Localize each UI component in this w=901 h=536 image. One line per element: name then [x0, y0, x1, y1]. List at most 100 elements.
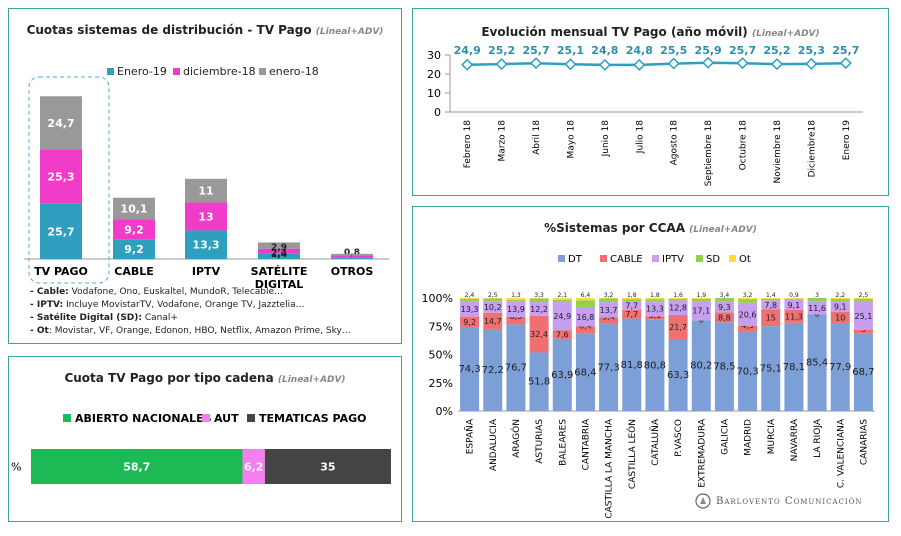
- bar-baleares-iptv: [552, 302, 572, 331]
- ccaa-xlabel-asturias: ASTURIAS: [535, 419, 545, 464]
- evol-xlabel-agosto-18: Agosto 18: [670, 120, 680, 166]
- ytick-0: 0: [434, 106, 441, 119]
- evol-xlabel-octubre-18: Octubre 18: [739, 120, 749, 171]
- value-label-aut: 6,2: [244, 461, 264, 474]
- value-label-castilla-la-mancha-sd: 3,2: [604, 292, 614, 299]
- bar-madrid-cable: [738, 326, 758, 332]
- ccaa-xlabel-p-vasco: P.VASCO: [674, 419, 684, 457]
- ccaa-panel: %Sistemas por CCAA (Lineal+ADV) DT CABLE I…: [412, 206, 889, 522]
- evol-value-abril-18: 25,7: [522, 44, 549, 57]
- bar-canarias-sd: [853, 298, 873, 302]
- bar-galicia-sd: [714, 298, 734, 302]
- legend-label-aut: AUT: [214, 412, 239, 425]
- bar-asturias-sd: [529, 298, 549, 303]
- bar-madrid-iptv: [738, 302, 758, 327]
- value-label-baleares-dt: 63,9: [551, 370, 573, 381]
- value-label-sat-lite-digital-enero-19: 2,4: [271, 250, 287, 260]
- value-label-murcia-dt: 75,1: [760, 364, 782, 375]
- legend-label-iptv: IPTV: [662, 254, 684, 265]
- bar-arag-n-sd: [506, 299, 526, 302]
- ccaa-title: %Sistemas por CCAA (Lineal+ADV): [544, 221, 757, 235]
- category-label-otros: OTROS: [331, 265, 374, 278]
- ytick-2: 50%: [429, 349, 453, 362]
- evol-xlabel-diciembre18: Diciembre18: [807, 120, 817, 178]
- evol-xlabel-junio-18: Junio 18: [601, 120, 611, 158]
- evol-value-marzo-18: 25,2: [488, 44, 515, 57]
- evolucion-title: Evolución mensual TV Pago (año móvil) (L…: [481, 25, 820, 39]
- value-label-espa-a-sd: 2,4: [465, 292, 475, 299]
- bar-catalu-a-dt: [645, 319, 665, 411]
- value-label-madrid-iptv: 20,6: [739, 310, 757, 319]
- evolucion-chart: 0 10 20 30 24,9 Febrero 18 25,2 Marzo 18 25,7 Abr…: [427, 44, 863, 186]
- value-label-galicia-iptv: 9,3: [718, 303, 731, 312]
- value-label-cable-diciembre-18: 9,2: [124, 223, 144, 236]
- bar-castilla-le-n-ot: [622, 298, 642, 300]
- category-label-tv-pago: TV PAGO: [34, 265, 88, 278]
- ccaa-xlabel-galicia: GALICIA: [720, 418, 730, 455]
- value-label-cantabria-dt: 68,4: [574, 367, 596, 378]
- ccaa-xlabel-madrid: MADRID: [744, 419, 754, 456]
- bar-baleares-sd: [552, 299, 572, 303]
- bar-p-vasco-dt: [668, 339, 688, 411]
- category-label-satelite: SATÉLITE: [251, 265, 308, 278]
- value-label-sat-lite-digital-diciembre-18: 2,4: [271, 249, 287, 259]
- bar-canarias-ot: [853, 298, 873, 299]
- value-label-arag-n-sd: 1,3: [511, 292, 521, 299]
- value-label-extremadura-sd: 1,9: [696, 292, 706, 299]
- bar-castilla-la-mancha-sd: [599, 298, 619, 303]
- bar-castilla-le-n-iptv: [622, 301, 642, 310]
- evolucion-panel: Evolución mensual TV Pago (año móvil) (L…: [412, 8, 889, 196]
- note-cable: - Cable: Vodafone, Ono, Euskaltel, Mundo…: [30, 287, 284, 297]
- evol-xlabel-noviembre-18: Noviembre 18: [773, 120, 783, 184]
- value-label-catalu-a-dt: 80,8: [644, 360, 666, 371]
- bar-baleares-cable: [552, 330, 572, 339]
- bar-otros-diciembre-18: [331, 255, 373, 258]
- value-label-espa-a-cable: 9,2: [463, 318, 476, 327]
- tv-pago-highlight: [28, 76, 110, 284]
- bar-espa-a-ot: [460, 298, 480, 299]
- bar-cantabria-iptv: [575, 307, 595, 327]
- bar-asturias-dt: [529, 352, 549, 411]
- bar-c-valenciana-sd: [830, 298, 850, 302]
- ytick-4: 100%: [422, 292, 453, 305]
- bar-extremadura-ot: [691, 298, 711, 299]
- category-label-iptv: IPTV: [192, 265, 221, 278]
- bar-tv-pago-enero-19: [40, 203, 82, 259]
- value-label-abierto-nacionales: 58,7: [123, 461, 150, 474]
- bar-arag-n-dt: [506, 324, 526, 411]
- bar-navarra-cable: [784, 309, 804, 323]
- value-label-murcia-sd: 1,4: [766, 292, 776, 299]
- bar-asturias-iptv: [529, 302, 549, 316]
- bar-aut: [242, 449, 265, 484]
- logo-icon: [695, 493, 711, 509]
- value-label-navarra-sd: 0,9: [789, 292, 799, 299]
- ccaa-xlabel-espa-a: ESPAÑA: [465, 418, 476, 454]
- value-label-la-rioja-iptv: 11,6: [808, 304, 826, 313]
- bar-murcia-sd: [761, 298, 781, 301]
- value-label-castilla-le-n-sd: 1,8: [627, 292, 637, 299]
- bar-cantabria-cable: [575, 326, 595, 334]
- legend-label-enero-19: Enero-19: [117, 65, 167, 78]
- ytick-20: 20: [427, 68, 441, 81]
- evol-xlabel-marzo-18: Marzo 18: [498, 120, 508, 162]
- bar-tv-pago-diciembre-18: [40, 149, 82, 204]
- value-label-c-valenciana-iptv: 9,1: [834, 303, 847, 312]
- evol-point-septiembre-18: [702, 56, 715, 69]
- bar-galicia-iptv: [714, 301, 734, 313]
- bar-andalucia-dt: [483, 329, 503, 411]
- evol-point-enero-19: [839, 57, 852, 70]
- value-label-castilla-le-n-dt: 81,8: [621, 360, 643, 371]
- ytick-1: 25%: [429, 377, 453, 390]
- value-label-andalucia-cable: 14,7: [484, 317, 502, 326]
- legend-swatch-iptv: [652, 255, 659, 262]
- value-label-p-vasco-iptv: 12,8: [669, 304, 687, 313]
- bar-madrid-dt: [738, 331, 758, 411]
- value-label-galicia-dt: 78,5: [713, 362, 735, 373]
- evol-point-abril-18: [530, 57, 543, 70]
- evol-xlabel-mayo-18: Mayo 18: [566, 120, 576, 159]
- legend-swatch-sd: [696, 255, 703, 262]
- bar-murcia-dt: [761, 326, 781, 411]
- ccaa-chart: DT CABLE IPTV SD Ot 0% 25% 50% 75% 100% 74,3 9,2 13,…: [422, 254, 875, 519]
- ytick-3: 75%: [429, 320, 453, 333]
- bar-p-vasco-cable: [668, 314, 688, 340]
